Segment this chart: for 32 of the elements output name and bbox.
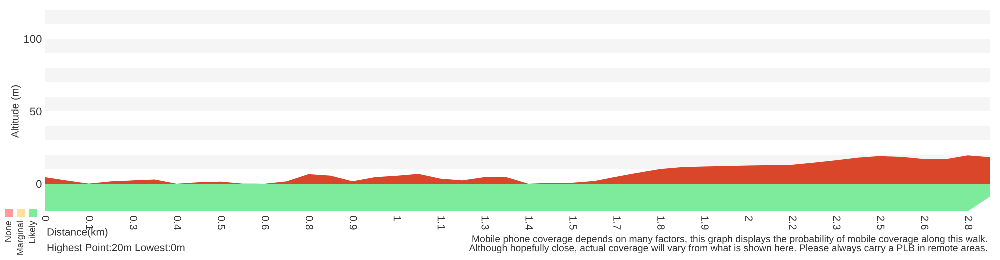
x-tick-label: 1.9 [702, 216, 709, 230]
x-tick-label: 1.7 [614, 216, 621, 230]
text: Highest Point:20m Lowest:0m [48, 244, 185, 254]
x-tick-label: 2.6 [921, 216, 929, 230]
x-tick-label: 0.6 [262, 216, 270, 230]
legend-label: Marginal [16, 222, 26, 255]
x-tick-label: 1.3 [482, 216, 490, 230]
y-tick-label: 0 [36, 180, 42, 188]
y-tick-label: 100 [24, 35, 42, 44]
y-axis-title: Altitude (m) [11, 86, 21, 138]
x-tick-label: 0.8 [306, 216, 314, 230]
legend-label: None [5, 221, 12, 242]
x-tick-label: 2.5 [877, 216, 885, 230]
x-tick-label: 0.9 [350, 216, 358, 230]
x-tick-label: 2 [746, 216, 753, 222]
y-tick-label: 50 [30, 108, 42, 116]
legend-label: Likely [28, 221, 38, 244]
x-tick-label: 0.5 [218, 216, 226, 230]
x-tick-label: 1 [394, 216, 402, 222]
x-tick-label: 0 [42, 216, 50, 222]
x-tick-label: 1.1 [438, 216, 446, 230]
text: Mobile phone coverage depends on many factors, this graph displays the probability of mobile coverage along this walk. Although hopefully close, actual coverage will vary from what is shown here. Please always carry a PLB in remote areas. [469, 235, 988, 254]
x-tick-label: 1.5 [570, 216, 577, 230]
x-tick-label: 2.3 [833, 216, 841, 230]
x-tick-label: 0.3 [130, 216, 138, 230]
x-tick-label: 0.1 [86, 216, 94, 230]
x-tick-label: 1.4 [526, 216, 533, 230]
x-tick-label: 0.4 [174, 216, 182, 230]
x-tick-label: 2.8 [965, 216, 973, 230]
x-axis-title: Distance(km) [48, 228, 108, 238]
x-tick-label: 1.8 [658, 216, 665, 230]
x-tick-label: 2.2 [790, 216, 797, 230]
